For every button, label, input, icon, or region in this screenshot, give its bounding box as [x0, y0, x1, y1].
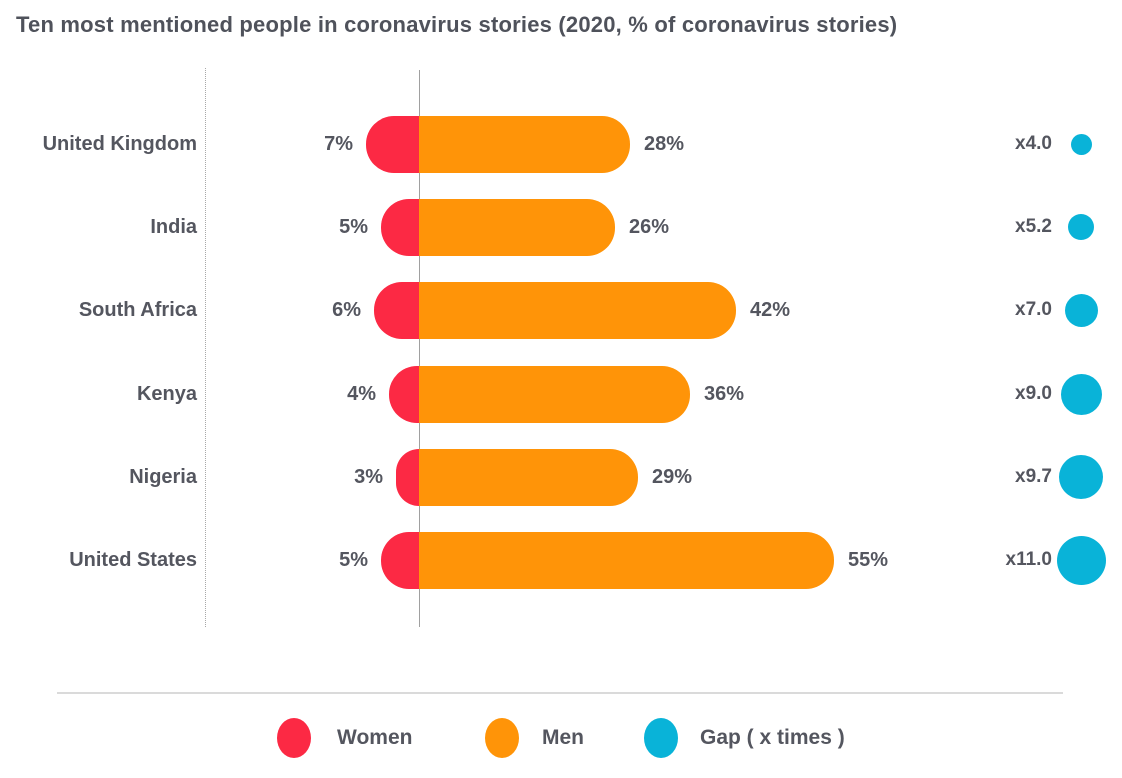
chart-area: United Kingdom 7% 28% x4.0 India 5% 26% x5.2 Sou… — [0, 68, 1122, 627]
legend-separator-line — [57, 692, 1063, 694]
country-label: Nigeria — [129, 465, 197, 488]
women-bar — [374, 281, 419, 339]
country-label: Kenya — [136, 382, 197, 405]
women-value-label: 5% — [339, 215, 368, 238]
gap-circle-icon — [1064, 293, 1098, 327]
legend-men-label: Men — [542, 726, 584, 749]
legend-gap-dot-icon — [644, 718, 678, 758]
women-value-label: 4% — [347, 382, 376, 405]
women-value-label: 6% — [332, 298, 361, 321]
gap-circle-icon — [1059, 455, 1103, 499]
gap-value-label: x9.7 — [1015, 466, 1052, 487]
men-bar — [419, 198, 615, 256]
women-bar — [389, 365, 419, 423]
bar-row: Nigeria 3% 29% x9.7 — [0, 448, 1122, 506]
bar-row: United Kingdom 7% 28% x4.0 — [0, 115, 1122, 173]
men-bar — [419, 365, 690, 423]
women-bar — [396, 448, 419, 506]
gap-value-label: x5.2 — [1015, 216, 1052, 237]
men-value-label: 26% — [629, 215, 670, 238]
gap-circle-icon — [1068, 214, 1094, 240]
men-value-label: 36% — [704, 382, 745, 405]
bar-row: South Africa 6% 42% x7.0 — [0, 281, 1122, 339]
country-label: United Kingdom — [42, 132, 197, 155]
chart-title: Ten most mentioned people in coronavirus… — [16, 12, 898, 37]
men-value-label: 42% — [750, 298, 791, 321]
women-value-label: 7% — [324, 132, 353, 155]
men-bar — [419, 281, 736, 339]
gap-value-label: x4.0 — [1015, 133, 1052, 154]
gap-circle-icon — [1060, 373, 1102, 415]
women-value-label: 5% — [339, 548, 368, 571]
country-label: India — [150, 215, 197, 238]
gap-value-label: x11.0 — [1005, 549, 1053, 570]
women-bar — [381, 531, 419, 589]
legend-gap-label: Gap ( x times ) — [700, 726, 845, 749]
men-bar — [419, 115, 630, 173]
legend-men-dot-icon — [485, 718, 519, 758]
gap-value-label: x7.0 — [1015, 299, 1052, 320]
men-bar — [419, 531, 834, 589]
women-bar — [366, 115, 419, 173]
gap-value-label: x9.0 — [1015, 383, 1052, 404]
legend-women-dot-icon — [277, 718, 311, 758]
men-value-label: 55% — [848, 548, 889, 571]
zero-axis-line — [419, 70, 420, 627]
country-label: United States — [69, 548, 197, 571]
men-value-label: 29% — [652, 465, 693, 488]
women-bar — [381, 198, 419, 256]
category-divider-dotted-line — [205, 68, 206, 627]
bar-row: United States 5% 55% x11.0 — [0, 531, 1122, 589]
men-value-label: 28% — [644, 132, 685, 155]
legend: Women Men Gap ( x times ) — [0, 712, 1122, 764]
bar-row: Kenya 4% 36% x9.0 — [0, 365, 1122, 423]
bar-row: India 5% 26% x5.2 — [0, 198, 1122, 256]
women-value-label: 3% — [354, 465, 383, 488]
country-label: South Africa — [78, 298, 197, 321]
gap-circle-icon — [1056, 535, 1106, 585]
men-bar — [419, 448, 638, 506]
legend-women-label: Women — [337, 726, 413, 749]
gap-circle-icon — [1070, 133, 1092, 155]
